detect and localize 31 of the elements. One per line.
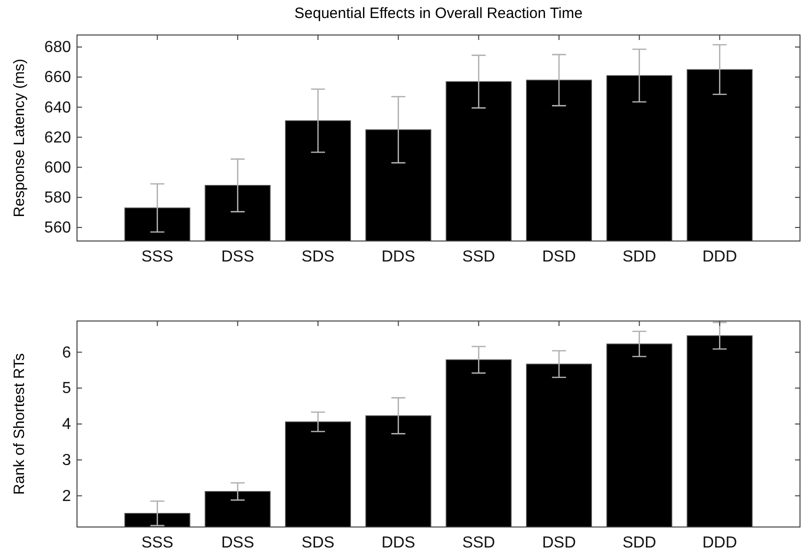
y-tick-label: 660 [44,69,72,86]
x-tick-label: SSS [141,534,174,552]
x-tick-label: SSS [141,248,174,266]
y-tick-label: 6 [62,344,72,362]
y-tick-label: 580 [44,190,72,207]
x-tick-label: DSD [542,534,576,552]
x-tick-label: DDS [381,248,416,266]
y-tick-label: 2 [62,488,72,505]
chart-title: Sequential Effects in Overall Reaction Time [294,5,583,22]
y-tick-label: 5 [62,380,72,398]
x-tick-label: DDD [702,534,738,552]
y-tick-label: 680 [44,39,72,56]
y-tick-label: 600 [44,159,72,176]
y-tick-label: 620 [44,129,72,146]
y-tick-label: 560 [44,220,72,237]
x-tick-label: DDS [381,534,416,552]
x-tick-label: SDD [622,248,656,266]
x-tick-label: SDD [622,534,656,552]
x-tick-label: DSS [221,248,254,266]
y-axis-title: Rank of Shortest RTs [11,353,28,495]
y-tick-label: 640 [44,99,72,116]
x-tick-label: DSS [221,534,254,552]
x-tick-label: SSD [462,248,496,266]
x-tick-label: SSD [462,534,496,552]
x-tick-label: DSD [542,248,576,266]
x-tick-label: SDS [302,534,334,552]
y-tick-label: 3 [62,452,72,470]
y-tick-label: 4 [62,416,72,434]
y-axis-title: Response Latency (ms) [11,58,28,218]
x-tick-label: SDS [302,248,334,266]
x-tick-label: DDD [702,248,738,266]
